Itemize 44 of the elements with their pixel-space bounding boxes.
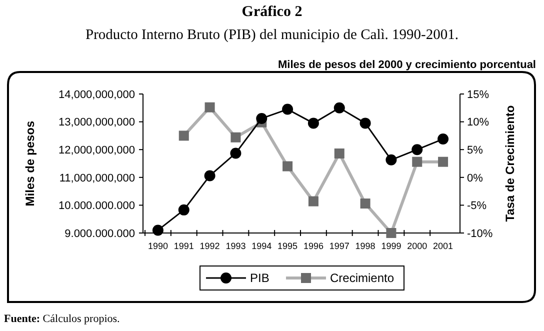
text: Miles de pesos del 2000 y crecimiento porcentual <box>278 59 536 71</box>
x-tick-label: 1994 <box>252 241 272 251</box>
x-tick-label: 1993 <box>226 241 246 251</box>
x-tick-label: 2000 <box>407 241 428 251</box>
y2-tick-label: 5% <box>467 144 484 156</box>
x-tick-label: 1996 <box>303 241 324 251</box>
x-tick-label: 2001 <box>433 241 454 251</box>
x-tick-label: 1999 <box>381 241 402 251</box>
y2-tick-label: 10% <box>467 116 490 129</box>
x-tick-label: 1997 <box>329 241 350 251</box>
y2-tick-label: 0% <box>467 172 484 184</box>
y-tick-label: 11,000,000,000 <box>59 172 135 184</box>
x-tick-label: 1992 <box>200 241 220 251</box>
point <box>282 104 294 115</box>
source-note: Fuente: Cálculos propios. <box>4 313 120 325</box>
point <box>152 224 164 236</box>
x-tick-label: 1998 <box>355 241 376 251</box>
y2-tick-label: -5% <box>467 200 487 212</box>
y-tick-label: 10.000.000.000 <box>58 200 135 212</box>
legend-label: Crecimiento <box>330 271 394 286</box>
point <box>438 134 449 145</box>
y-tick-label: 12,000,000,000 <box>58 144 135 156</box>
point <box>386 154 397 166</box>
point <box>412 144 423 156</box>
chart-subtitle: Producto Interno Bruto (PIB) del municipio de Calì. 1990-2001. <box>86 27 458 43</box>
legend-label: PIB <box>250 271 270 286</box>
point <box>178 204 190 216</box>
y-axis-title: Miles de pesos <box>23 120 37 206</box>
y-tick-label: 9.000.000.000 <box>64 228 135 240</box>
point <box>360 118 371 129</box>
x-tick-label: 1995 <box>278 241 298 251</box>
y-tick-label: 13,000,000,000 <box>58 116 135 129</box>
point <box>334 102 345 114</box>
point <box>230 148 242 159</box>
point <box>256 112 268 124</box>
x-tick-label: 1990 <box>148 241 168 251</box>
y2-tick-label: 15% <box>467 88 490 101</box>
y-tick-label: 14,000,000,000 <box>58 88 135 101</box>
point <box>204 170 216 182</box>
chart-title: Gráfico 2 <box>242 4 302 20</box>
point <box>308 118 319 129</box>
y2-tick-label: -10% <box>467 228 493 240</box>
x-tick-label: 1991 <box>174 241 194 251</box>
y2-axis-title: Tasa de Crecimiento <box>503 105 517 222</box>
